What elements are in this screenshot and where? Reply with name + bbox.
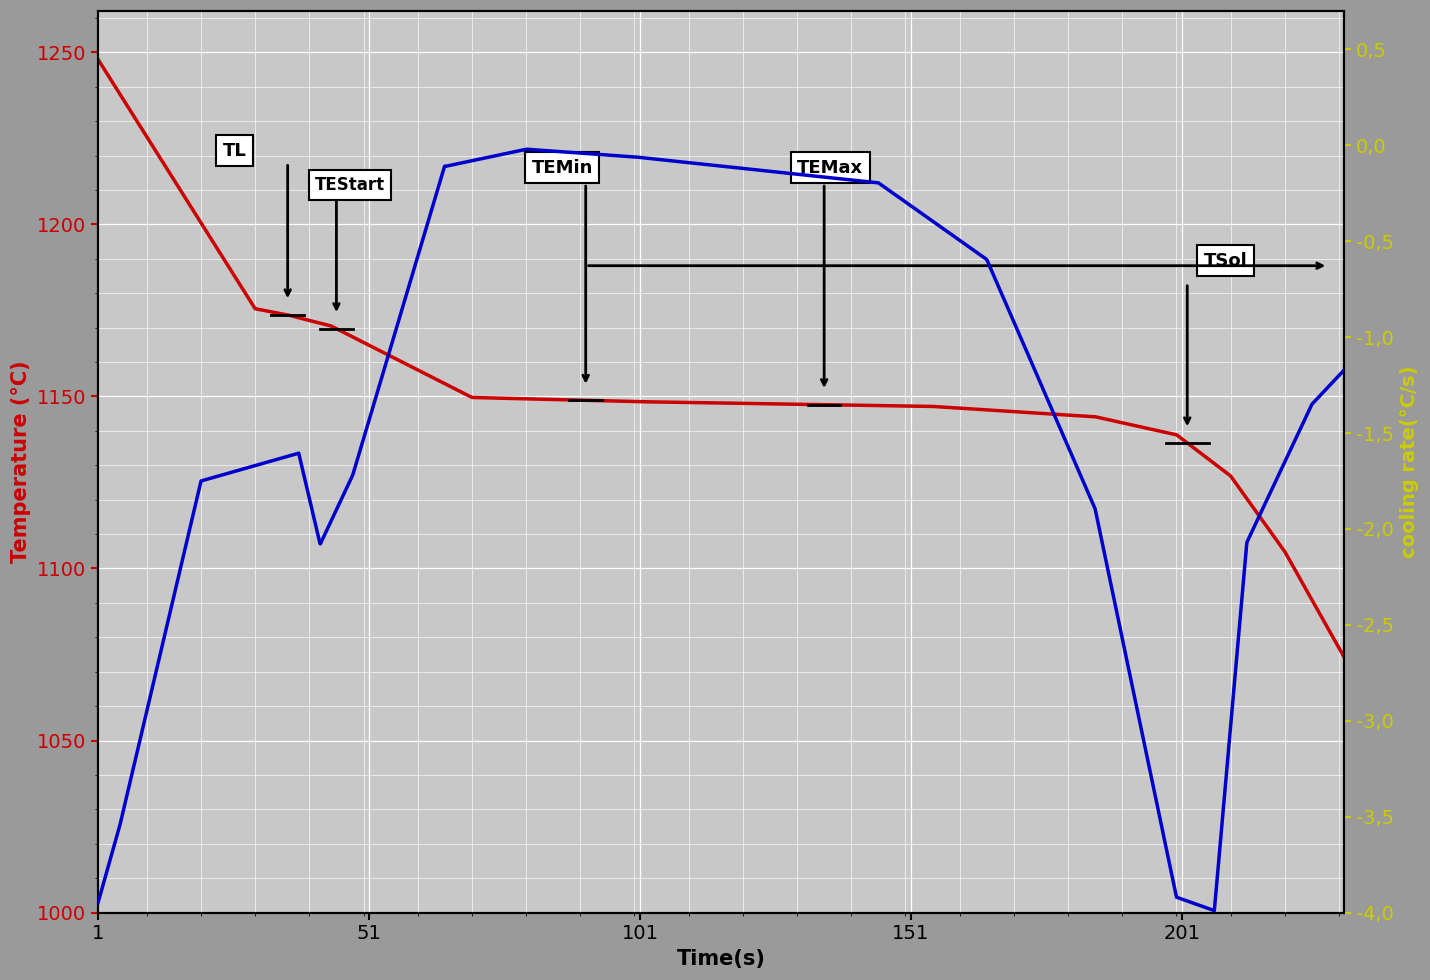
Y-axis label: cooling rate(°C/s): cooling rate(°C/s)	[1400, 366, 1419, 558]
Text: TEMax: TEMax	[797, 159, 864, 176]
Text: TSol: TSol	[1204, 252, 1247, 270]
Y-axis label: Temperature (°C): Temperature (°C)	[11, 361, 31, 564]
Text: TEStart: TEStart	[315, 176, 385, 194]
Text: TL: TL	[223, 142, 246, 160]
X-axis label: Time(s): Time(s)	[676, 949, 765, 969]
Text: TEMin: TEMin	[532, 159, 593, 176]
